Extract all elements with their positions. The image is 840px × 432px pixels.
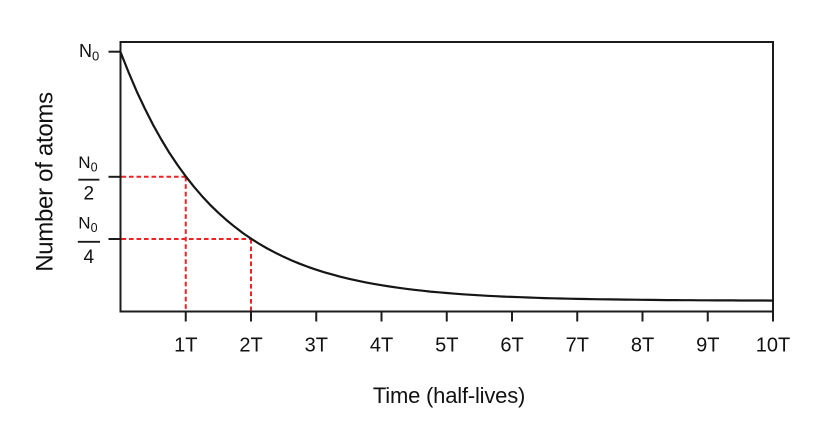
svg-text:N0: N0	[79, 41, 99, 64]
svg-text:Time (half-lives): Time (half-lives)	[373, 383, 525, 408]
svg-text:N0: N0	[78, 153, 97, 175]
svg-text:10T: 10T	[756, 335, 790, 357]
svg-text:7T: 7T	[566, 335, 589, 357]
svg-text:4: 4	[84, 247, 95, 268]
svg-text:5T: 5T	[435, 335, 458, 357]
svg-text:1T: 1T	[174, 335, 197, 357]
svg-text:3T: 3T	[305, 335, 328, 357]
svg-text:Number of atoms: Number of atoms	[32, 92, 59, 272]
svg-text:6T: 6T	[500, 335, 523, 357]
svg-text:N0: N0	[78, 214, 97, 236]
svg-text:2: 2	[84, 184, 95, 205]
svg-text:8T: 8T	[631, 335, 654, 357]
svg-text:4T: 4T	[370, 335, 393, 357]
svg-text:9T: 9T	[696, 335, 719, 357]
svg-text:2T: 2T	[239, 335, 262, 357]
